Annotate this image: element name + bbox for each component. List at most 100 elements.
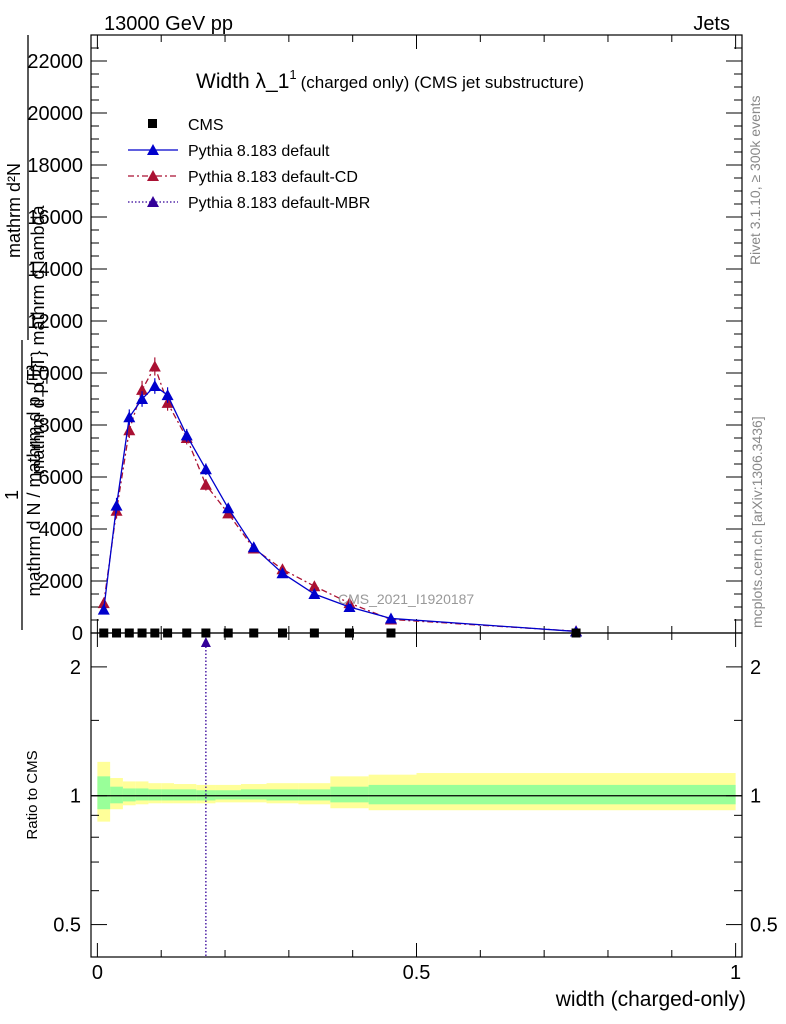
ratio-tick-label-right: 1 [750,786,761,808]
ylabel-num-top: mathrm d²N [4,163,24,258]
pythia-cd-point [308,580,321,592]
legend-default-marker [147,144,159,155]
y-tick-label: 0 [72,623,83,645]
y-tick-label: 18000 [27,155,83,177]
band-inner-segment [135,788,149,801]
pythia-cd-point [148,360,161,372]
pythia-default-point [123,411,136,423]
pythia-default-point [110,499,123,511]
pythia-cd-point [97,597,110,609]
cms-point [571,628,581,638]
cms-point [386,628,396,638]
ratio-tick-label: 1 [70,786,81,808]
ratio-tick-label: 0.5 [53,915,81,937]
cms-point [182,628,192,638]
pythia-default-point [97,603,110,615]
pythia-cd-point [123,424,136,436]
cms-point [223,628,233,638]
band-inner-segment [416,784,736,805]
cms-point [201,628,211,638]
legend-cd-label: Pythia 8.183 default-CD [188,169,358,186]
band-inner-segment [122,788,136,802]
x-tick-label: 1 [730,962,741,984]
band-inner-segment [298,789,331,801]
ratio-tick-label-right: 2 [750,657,761,679]
header-right: Jets [693,13,730,35]
pythia-default-point [222,502,235,514]
x-tick-label: 0 [92,962,103,984]
chart-title: Width λ_11 (charged only) (CMS jet substr… [196,67,584,93]
y-tick-label: 6000 [39,467,84,489]
ratio-tick-label-right: 0.5 [750,915,778,937]
chart-title-superscript: 1 [289,67,296,82]
ylabel-den-bottom: mathrm d N / mathrm d p_{T} [24,363,45,596]
pythia-default-point [384,612,397,624]
ratio-tick-label: 2 [70,657,81,679]
cms-point [124,628,134,638]
band-inner-segment [215,790,241,800]
cms-point [344,628,354,638]
y-tick-label: 8000 [39,415,84,437]
band-inner-segment [173,789,197,801]
pythia-cd-point [136,383,149,395]
chart-title-main: Width λ_1 [196,70,289,93]
ylabel-den-top: mathrm d p_{T} mathrm d lambda [28,204,49,474]
series-cms [99,628,581,638]
pythia-default-point [161,389,174,401]
y-tick-label: 2000 [39,571,84,593]
pythia-default-point [247,541,260,553]
cms-point [309,628,319,638]
cms-point [277,628,287,638]
series-pythia-default [97,378,583,637]
pythia-cd-point [199,478,212,490]
legend-default-label: Pythia 8.183 default [188,143,330,160]
band-inner-segment [110,786,123,804]
legend-mbr-label: Pythia 8.183 default-MBR [188,195,370,212]
band-inner-segment [240,789,267,800]
main-y-axis: 0 2000 4000 6000 8000 10000 12000 14000 16000 180… [27,34,742,645]
y-tick-label: 22000 [27,51,83,73]
ylabel-one: 1 [2,490,22,500]
legend-mbr-marker [147,196,159,207]
pythia-default-point [180,429,193,441]
legend-cms-marker [148,119,157,128]
pythia-default-point [136,393,149,404]
legend-cms-label: CMS [188,117,224,134]
cms-point [137,628,147,638]
rivet-label: Rivet 3.1.10, ≥ 300k events [747,95,763,265]
ratio-y-axis: 0.5 0.5 1 1 2 2 [53,657,778,937]
mbr-ratio-point [200,637,211,647]
cms-point [99,628,109,638]
band-inner-segment [330,786,369,803]
legend-cd-marker [147,170,159,181]
mcplots-label: mcplots.cern.ch [arXiv:1306.3436] [749,416,765,628]
pythia-default-point [308,588,321,599]
cms-point [249,628,259,638]
pythia-default-point [276,567,289,579]
cms-point [163,628,173,638]
cms-point [112,628,122,638]
pythia-default-point [148,380,161,391]
cms-point [150,628,160,638]
y-tick-label: 16000 [27,207,83,229]
x-tick-label: 0.5 [403,962,431,984]
ratio-y-label: Ratio to CMS [24,750,41,839]
band-inner-segment [368,784,417,805]
chart-subtitle: (charged only) (CMS jet substructure) [301,73,584,92]
main-y-label: mathrm d²N mathrm d p_{T} mathrm d lambd… [2,35,49,630]
x-axis-label: width (charged-only) [555,988,746,1011]
header-left: 13000 GeV pp [104,13,233,35]
y-tick-label: 12000 [27,311,83,333]
pythia-default-point [199,463,212,475]
legend: CMS Pythia 8.183 default Pythia 8.183 de… [128,117,370,212]
ratio-x-axis: 0 0.5 1 [92,633,741,984]
y-tick-label: 4000 [39,519,84,541]
pythia-cd-line [103,364,577,632]
y-tick-label: 14000 [27,259,83,281]
ratio-uncertainty-bands [97,761,736,822]
band-inner-segment [161,789,174,801]
analysis-watermark: CMS_2021_I1920187 [338,591,474,607]
y-tick-label: 20000 [27,103,83,125]
band-inner-segment [266,789,299,801]
